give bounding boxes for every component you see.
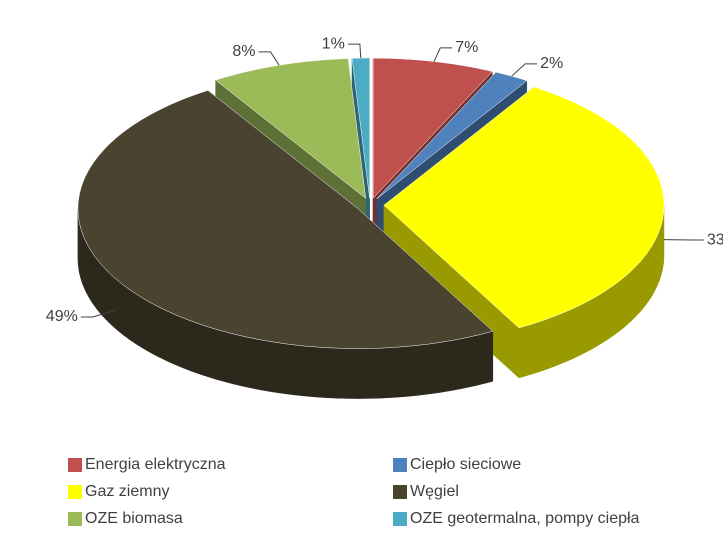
data-label: 7% [455, 39, 478, 56]
data-label: 8% [232, 43, 255, 60]
legend-swatch [68, 485, 82, 499]
data-label: 33% [707, 231, 723, 248]
legend-swatch [393, 458, 407, 472]
legend-swatch [393, 512, 407, 526]
legend-swatch [393, 485, 407, 499]
legend-label: OZE biomasa [85, 510, 183, 527]
leader-line [348, 44, 361, 58]
legend-swatch [68, 458, 82, 472]
legend-label: OZE geotermalna, pompy ciepła [410, 510, 640, 527]
legend-label: Węgiel [410, 483, 459, 500]
leader-line [512, 64, 537, 76]
legend-label: Energia elektryczna [85, 456, 226, 473]
leader-line [434, 48, 452, 62]
data-label: 2% [540, 55, 563, 72]
legend-label: Gaz ziemny [85, 483, 169, 500]
data-label: 49% [46, 308, 78, 325]
leader-line [258, 52, 279, 65]
legend-label: Ciepło sieciowe [410, 456, 521, 473]
legend-swatch [68, 512, 82, 526]
data-label: 1% [322, 35, 345, 52]
